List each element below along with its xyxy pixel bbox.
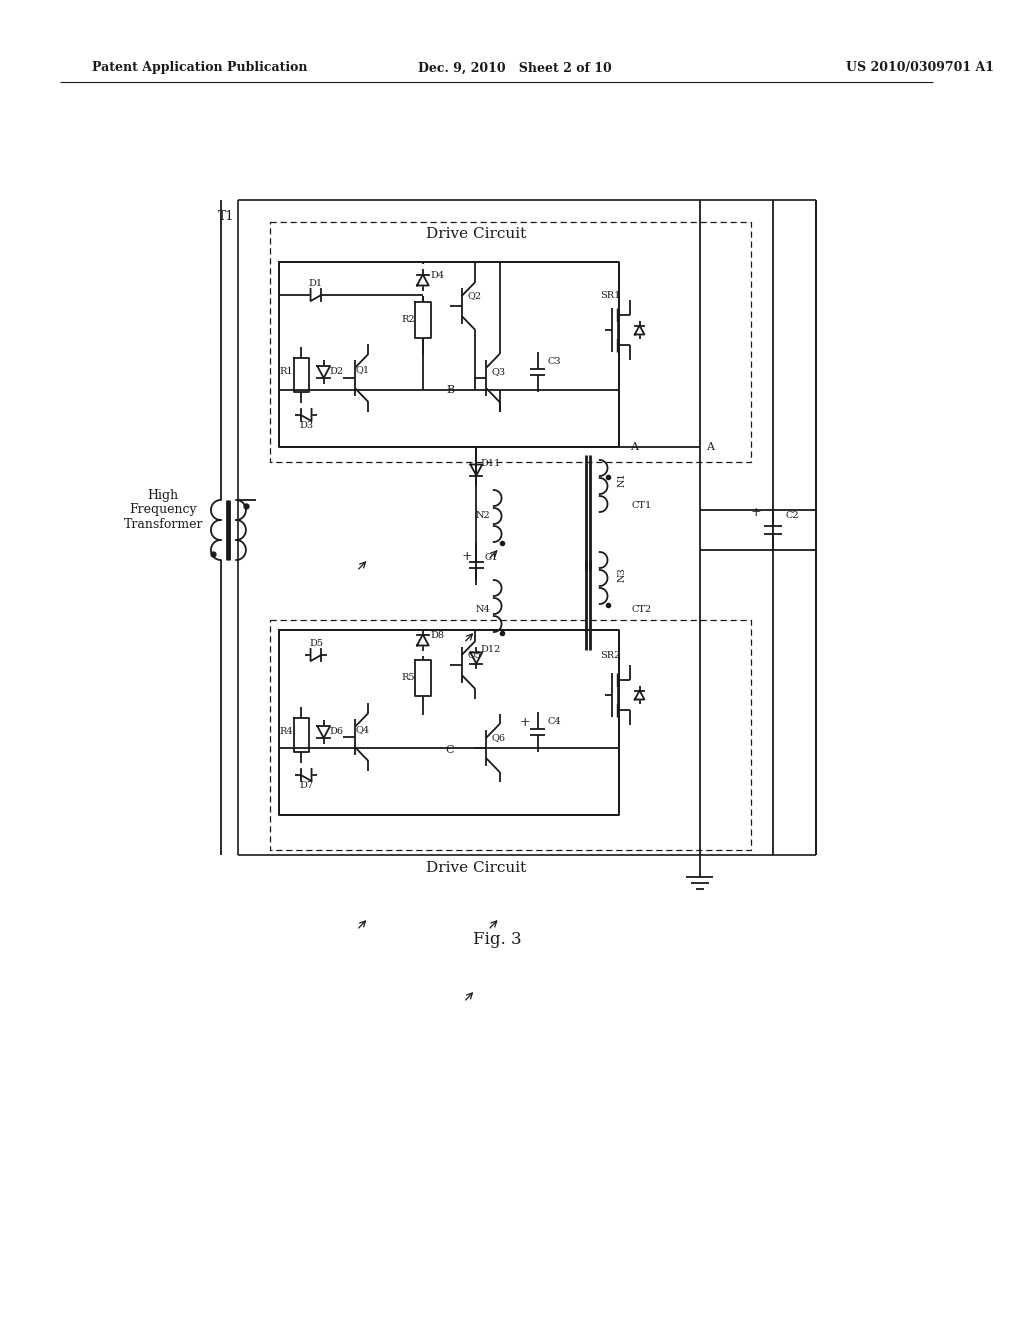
Text: Q5: Q5 — [467, 651, 481, 660]
Text: +: + — [519, 715, 530, 729]
Text: SR2: SR2 — [600, 651, 621, 660]
Polygon shape — [417, 635, 429, 645]
Text: N3: N3 — [617, 568, 627, 582]
Text: R2: R2 — [401, 315, 415, 325]
Polygon shape — [635, 326, 644, 334]
Text: D5: D5 — [309, 639, 323, 648]
Text: D12: D12 — [480, 645, 501, 655]
Text: US 2010/0309701 A1: US 2010/0309701 A1 — [846, 62, 993, 74]
Text: Q1: Q1 — [355, 366, 370, 375]
Text: Q4: Q4 — [355, 726, 370, 734]
Text: R5: R5 — [401, 673, 415, 682]
Text: Patent Application Publication: Patent Application Publication — [92, 62, 308, 74]
Text: CT2: CT2 — [632, 606, 651, 615]
Polygon shape — [417, 275, 429, 285]
Text: R4: R4 — [279, 727, 293, 737]
Polygon shape — [317, 726, 330, 738]
Text: SR1: SR1 — [600, 290, 621, 300]
Text: C3: C3 — [547, 358, 561, 367]
Text: N2: N2 — [476, 511, 490, 520]
Text: High
Frequency
Transformer: High Frequency Transformer — [124, 488, 203, 532]
Polygon shape — [310, 289, 322, 301]
Polygon shape — [301, 770, 311, 781]
Text: R1: R1 — [279, 367, 293, 376]
Polygon shape — [470, 652, 482, 664]
Text: +: + — [461, 550, 472, 564]
Polygon shape — [310, 649, 322, 661]
Text: D2: D2 — [330, 367, 343, 376]
Text: Drive Circuit: Drive Circuit — [426, 227, 526, 242]
Text: D3: D3 — [299, 421, 313, 430]
Text: N4: N4 — [476, 606, 490, 615]
Polygon shape — [317, 366, 330, 378]
Polygon shape — [635, 690, 644, 700]
Text: B: B — [446, 385, 454, 395]
Text: Q2: Q2 — [467, 292, 481, 301]
Text: Q3: Q3 — [492, 367, 506, 376]
Text: D6: D6 — [330, 727, 343, 737]
Text: D7: D7 — [299, 781, 313, 791]
Text: D4: D4 — [430, 271, 444, 280]
Text: D11: D11 — [480, 458, 501, 467]
Polygon shape — [470, 465, 482, 475]
Text: Dec. 9, 2010   Sheet 2 of 10: Dec. 9, 2010 Sheet 2 of 10 — [418, 62, 611, 74]
Polygon shape — [301, 409, 311, 421]
Text: N1: N1 — [617, 473, 627, 487]
Text: T1: T1 — [218, 210, 234, 223]
Text: Drive Circuit: Drive Circuit — [426, 861, 526, 875]
Text: C2: C2 — [785, 511, 799, 520]
Text: C4: C4 — [547, 718, 561, 726]
Text: Q6: Q6 — [492, 734, 506, 742]
Text: D1: D1 — [309, 279, 323, 288]
Text: A: A — [630, 442, 638, 451]
Text: CT1: CT1 — [632, 500, 651, 510]
Text: C1: C1 — [484, 553, 498, 561]
Text: Fig. 3: Fig. 3 — [473, 932, 522, 949]
Text: A: A — [706, 442, 714, 451]
Text: D8: D8 — [430, 631, 444, 639]
Text: +: + — [751, 506, 762, 519]
Text: C: C — [445, 744, 455, 755]
